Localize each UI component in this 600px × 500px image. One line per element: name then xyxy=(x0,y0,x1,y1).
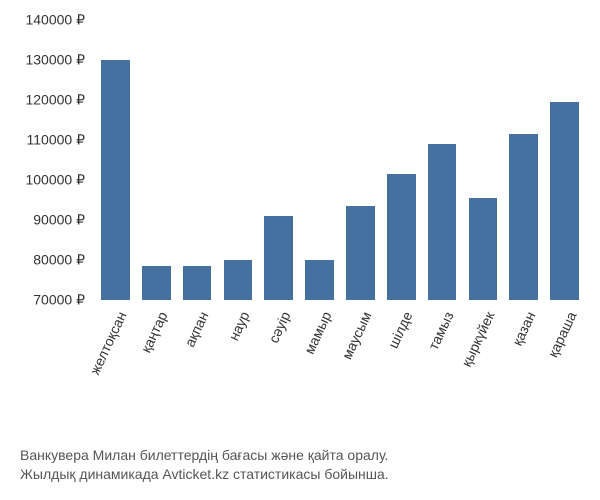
bar-slot xyxy=(503,20,544,300)
x-tick-label: шілде xyxy=(385,309,416,351)
y-tick-label: 100000 ₽ xyxy=(25,172,85,189)
bar-slot xyxy=(462,20,503,300)
bar xyxy=(264,216,293,300)
caption-line-1: Ванкувера Милан билеттердің бағасы және … xyxy=(20,446,580,466)
y-tick-label: 80000 ₽ xyxy=(33,252,85,269)
bar xyxy=(428,144,457,300)
x-axis: желтоқсанқаңтарақпаннаурсәуірмамырмаусым… xyxy=(95,305,585,445)
x-tick-label: мамыр xyxy=(301,309,334,356)
x-tick-label: наур xyxy=(225,309,252,343)
bar xyxy=(387,174,416,300)
chart-container: 70000 ₽ 80000 ₽ 90000 ₽ 100000 ₽ 110000 ₽ 120… xyxy=(0,10,600,450)
bar xyxy=(183,266,212,300)
bar xyxy=(550,102,579,300)
bar xyxy=(142,266,171,300)
x-tick-label: қазан xyxy=(509,309,539,348)
bar-slot xyxy=(544,20,585,300)
bar-slot xyxy=(136,20,177,300)
y-axis: 70000 ₽80000 ₽90000 ₽100000 ₽110000 ₽120… xyxy=(0,20,90,300)
caption-line-2: Жылдық динамикада Avticket.kz статистика… xyxy=(20,465,580,485)
bar-slot xyxy=(217,20,258,300)
bar-slot xyxy=(422,20,463,300)
bar xyxy=(469,198,498,300)
y-tick-label: 70000 ₽ xyxy=(33,292,85,309)
bar-slot xyxy=(95,20,136,300)
bar-slot xyxy=(177,20,218,300)
x-tick-label: маусым xyxy=(339,309,375,362)
bar xyxy=(509,134,538,300)
bars-group xyxy=(95,20,585,300)
bar-slot xyxy=(258,20,299,300)
bar-slot xyxy=(340,20,381,300)
plot-area xyxy=(95,20,585,300)
x-tick-label: ақпан xyxy=(181,309,211,349)
bar xyxy=(305,260,334,300)
x-tick-label: қараша xyxy=(544,309,579,360)
y-tick-label: 120000 ₽ xyxy=(25,92,85,109)
y-tick-label: 140000 ₽ xyxy=(25,12,85,29)
x-tick-label: сәуір xyxy=(265,309,293,345)
y-tick-label: 110000 ₽ xyxy=(27,132,85,149)
x-tick-label: қаңтар xyxy=(138,309,171,355)
bar xyxy=(224,260,253,300)
y-tick-label: 130000 ₽ xyxy=(25,52,85,69)
y-tick-label: 90000 ₽ xyxy=(33,212,85,229)
bar xyxy=(101,60,130,300)
bar-slot xyxy=(299,20,340,300)
x-tick-label: желтоқсан xyxy=(87,309,130,377)
caption: Ванкувера Милан билеттердің бағасы және … xyxy=(20,446,580,485)
x-tick-label: қыркүйек xyxy=(458,309,497,369)
x-tick-label: тамыз xyxy=(425,309,456,352)
bar xyxy=(346,206,375,300)
bar-slot xyxy=(381,20,422,300)
